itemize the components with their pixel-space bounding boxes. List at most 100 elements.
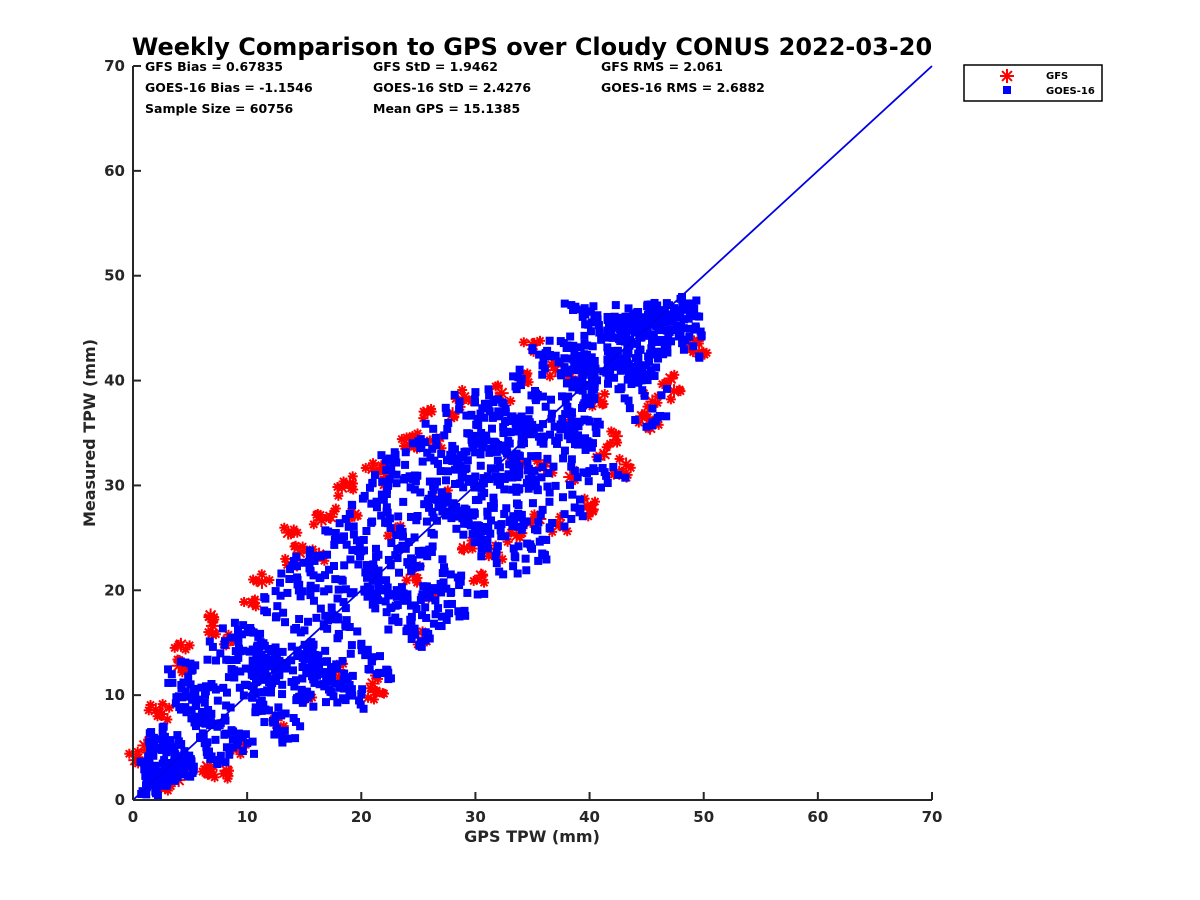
goes16-point [577, 438, 586, 447]
goes16-point [185, 751, 194, 760]
gfs-point [701, 347, 712, 358]
goes16-point [517, 432, 526, 441]
goes16-point [544, 469, 553, 478]
goes16-point [191, 661, 200, 670]
goes16-point [525, 406, 534, 415]
goes16-point [564, 421, 573, 430]
goes16-point [533, 452, 542, 461]
goes16-point [275, 578, 284, 587]
goes16-point [529, 425, 538, 434]
goes16-point [392, 458, 401, 467]
goes16-bias-text: GOES-16 Bias = -1.1546 [145, 80, 313, 95]
goes16-point [460, 519, 469, 528]
goes16-point [160, 756, 169, 765]
gfs-point [308, 519, 319, 530]
goes16-point [653, 308, 662, 317]
goes16-point [394, 512, 403, 521]
goes16-point [477, 538, 486, 547]
goes16-point [144, 773, 153, 782]
goes16-point [426, 453, 435, 462]
goes16-point [536, 437, 545, 446]
goes16-point [515, 462, 524, 471]
goes16-point [416, 562, 425, 571]
goes16-point [662, 412, 671, 421]
goes16-point [284, 734, 293, 743]
gfs-point [164, 702, 175, 713]
goes16-point [268, 657, 277, 666]
goes16-point [560, 510, 569, 519]
goes16-point [574, 359, 583, 368]
goes16-point [440, 567, 449, 576]
goes16-point [288, 562, 297, 571]
goes16-point [488, 413, 497, 422]
goes16-point [452, 524, 461, 533]
goes16-point [410, 485, 419, 494]
goes16-point [155, 735, 164, 744]
goes16-point [226, 703, 235, 712]
goes16-point [557, 371, 566, 380]
goes16-point [428, 444, 437, 453]
goes16-point [150, 766, 159, 775]
goes16-point [563, 431, 572, 440]
gfs-point [665, 394, 676, 405]
goes16-point [420, 500, 429, 509]
goes16-point [348, 546, 357, 555]
goes16-point [685, 324, 694, 333]
goes16-point [306, 566, 315, 575]
goes16-point [502, 504, 511, 513]
goes16-point [584, 477, 593, 486]
gfs-point [401, 575, 412, 586]
goes16-point [368, 561, 377, 570]
goes16-point [386, 561, 395, 570]
gfs-point [368, 458, 379, 469]
goes16-point [559, 454, 568, 463]
goes16-point [575, 495, 584, 504]
goes16-point [315, 680, 324, 689]
goes16-point [663, 348, 672, 357]
goes16-point [272, 613, 281, 622]
goes16-point [558, 414, 567, 423]
goes16-point [467, 435, 476, 444]
goes16-point [483, 538, 492, 547]
goes16-point [431, 433, 440, 442]
goes16-point [145, 729, 154, 738]
goes16-point [593, 454, 602, 463]
goes16-point [592, 429, 601, 437]
goes16-point [476, 409, 485, 418]
goes16-point [641, 361, 650, 370]
goes16-point [459, 483, 468, 492]
goes16-point [150, 739, 159, 748]
goes16-point [582, 380, 591, 389]
goes16-point [472, 420, 481, 429]
goes16-point [565, 407, 574, 416]
goes16-point [436, 467, 445, 476]
goes16-point [486, 464, 495, 473]
goes16-point [194, 718, 203, 727]
goes16-point [248, 737, 257, 746]
goes16-point [563, 402, 572, 411]
goes16-point [493, 477, 502, 486]
gfs-point [279, 522, 290, 533]
goes16-point [349, 530, 358, 539]
goes16-point [492, 559, 501, 568]
goes16-point [182, 708, 191, 717]
goes16-point [586, 307, 595, 316]
goes16-point [485, 391, 494, 400]
gfs-point [534, 335, 545, 346]
goes16-point [633, 369, 642, 378]
goes16-point [159, 722, 168, 731]
goes16-point [355, 543, 364, 552]
goes16-point [549, 462, 558, 471]
goes16-point [257, 650, 266, 659]
goes16-point [566, 332, 575, 341]
goes16-point [470, 528, 479, 537]
goes16-point [611, 323, 620, 332]
goes16-point [637, 315, 646, 324]
goes16-point [486, 529, 495, 538]
goes16-point [327, 603, 336, 612]
goes16-point [639, 322, 648, 331]
goes16-point [647, 311, 656, 320]
goes16-point [506, 451, 515, 460]
goes16-point [392, 586, 401, 595]
goes16-point [509, 544, 518, 553]
